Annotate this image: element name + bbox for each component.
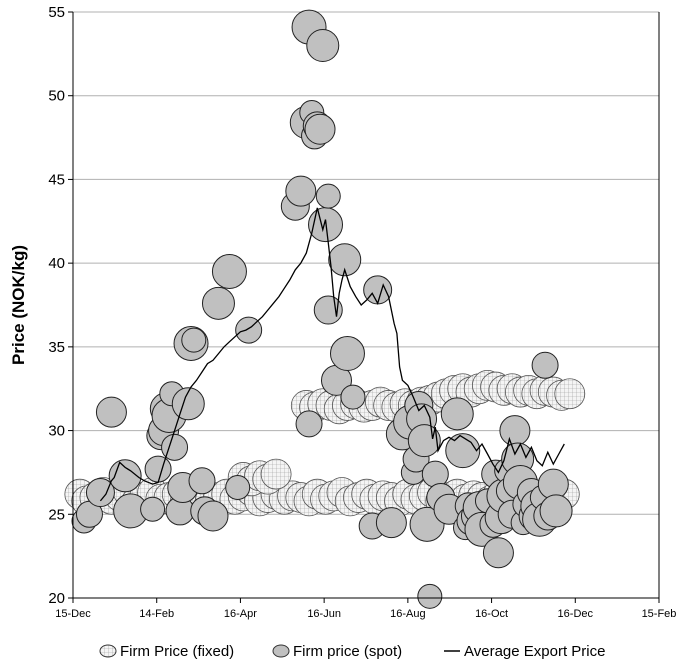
spot-price-bubble [482,537,514,569]
y-tick-label: 45 [48,171,65,188]
spot-price-bubble [363,275,393,305]
legend-fixed-marker [99,644,117,658]
spot-price-bubble [531,351,559,379]
spot-price-bubble [85,478,115,508]
x-tick-labels: 15-Dec 14-Feb 16-Apr 16-Jun 16-Aug 16-Oct 16-D… [55,608,676,620]
spot-price-bubble [95,396,127,428]
spot-price-bubble [328,243,362,277]
spot-price-bubble [144,455,172,483]
spot-price-bubble [188,467,216,495]
spot-price-bubble [537,468,569,500]
spot-price-bubble [499,415,531,447]
y-tick-label: 25 [48,506,65,523]
y-tick-label: 50 [48,88,65,105]
spot-price-bubble [306,28,340,62]
x-tick-label: 16-Dec [558,608,594,620]
spot-price-bubble [161,433,189,461]
spot-price-bubble [181,327,207,353]
x-tick-label: 14-Feb [139,608,174,620]
spot-price-bubble [201,286,235,320]
legend-fixed-label: Firm Price (fixed) [120,643,234,660]
spot-price-bubble [140,496,166,522]
x-tick-label: 15-Feb [642,608,677,620]
spot-price-bubble [313,295,343,325]
spot-price-bubble [211,254,247,290]
series-spot [71,9,573,609]
x-tick-label: 16-Apr [224,608,257,620]
axes [68,11,660,603]
spot-price-bubble [304,113,336,145]
x-tick-label: 15-Dec [55,608,91,620]
legend-spot-label: Firm price (spot) [293,643,402,660]
spot-price-bubble [197,500,229,532]
y-tick-labels: 20 25 30 35 40 45 50 55 [48,4,65,607]
y-tick-label: 40 [48,255,65,272]
legend-line: Average Export Price [444,643,605,660]
spot-price-bubble [375,507,407,539]
x-tick-label: 16-Aug [390,608,425,620]
x-tick-label: 16-Oct [475,608,508,620]
spot-price-bubble [285,175,317,207]
y-tick-label: 55 [48,4,65,21]
legend-fixed: Firm Price (fixed) [99,643,234,660]
spot-price-bubble [329,336,365,372]
spot-price-bubble [417,583,443,609]
legend-spot-marker [272,644,290,658]
spot-price-bubble [225,474,251,500]
fixed-price-bubble [260,458,292,490]
spot-price-bubble [295,410,323,438]
y-axis-label: Price (NOK/kg) [9,245,28,365]
spot-price-bubble [315,183,341,209]
y-tick-label: 20 [48,590,65,607]
spot-price-bubble [539,494,573,528]
legend-spot: Firm price (spot) [272,643,402,660]
x-tick-label: 16-Jun [307,608,341,620]
legend-line-label: Average Export Price [464,643,605,660]
y-tick-label: 30 [48,423,65,440]
spot-price-bubble [340,384,366,410]
y-tick-label: 35 [48,339,65,356]
fixed-price-bubble [554,378,586,410]
spot-price-bubble [421,460,449,488]
average-export-price-line [99,207,565,502]
legend: Firm Price (fixed) Firm price (spot) Ave… [99,643,605,660]
spot-price-bubble [440,397,474,431]
